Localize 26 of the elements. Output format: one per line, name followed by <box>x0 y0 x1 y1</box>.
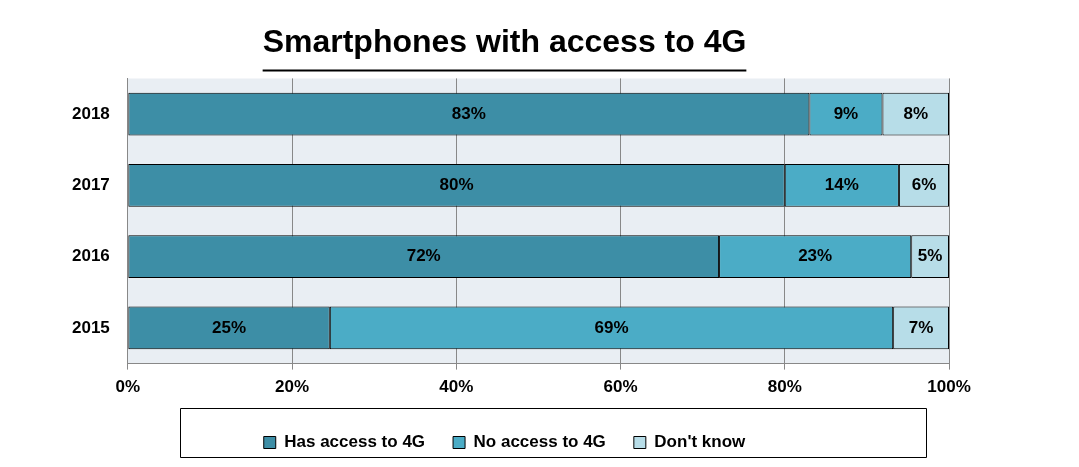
data-label: 5% <box>917 246 943 266</box>
data-label: 8% <box>903 103 929 123</box>
data-label: 83% <box>451 103 486 123</box>
legend-label: Has access to 4G <box>284 432 426 452</box>
data-label: 72% <box>406 246 441 266</box>
y-tick-label: 2017 <box>71 175 110 195</box>
data-label: 9% <box>833 103 859 123</box>
data-label: 25% <box>212 317 247 337</box>
legend-label: No access to 4G <box>473 432 606 452</box>
data-label: 7% <box>908 317 934 337</box>
x-tick-label: 20% <box>275 377 310 397</box>
y-tick-label: 2015 <box>71 317 110 337</box>
data-label: 23% <box>798 246 833 266</box>
y-tick-label: 2016 <box>71 246 110 266</box>
data-label: 6% <box>911 175 937 195</box>
chart-title: Smartphones with access to 4G <box>262 23 747 60</box>
data-label: 14% <box>824 175 859 195</box>
data-label: 80% <box>439 175 474 195</box>
y-tick-label: 2018 <box>71 103 110 123</box>
x-tick-label: 40% <box>439 377 474 397</box>
data-label: 69% <box>594 317 629 337</box>
x-tick-label: 60% <box>603 377 638 397</box>
x-tick-label: 0% <box>115 377 141 397</box>
x-tick-label: 100% <box>927 377 971 397</box>
x-tick-label: 80% <box>767 377 802 397</box>
legend-label: Don't know <box>654 432 747 452</box>
